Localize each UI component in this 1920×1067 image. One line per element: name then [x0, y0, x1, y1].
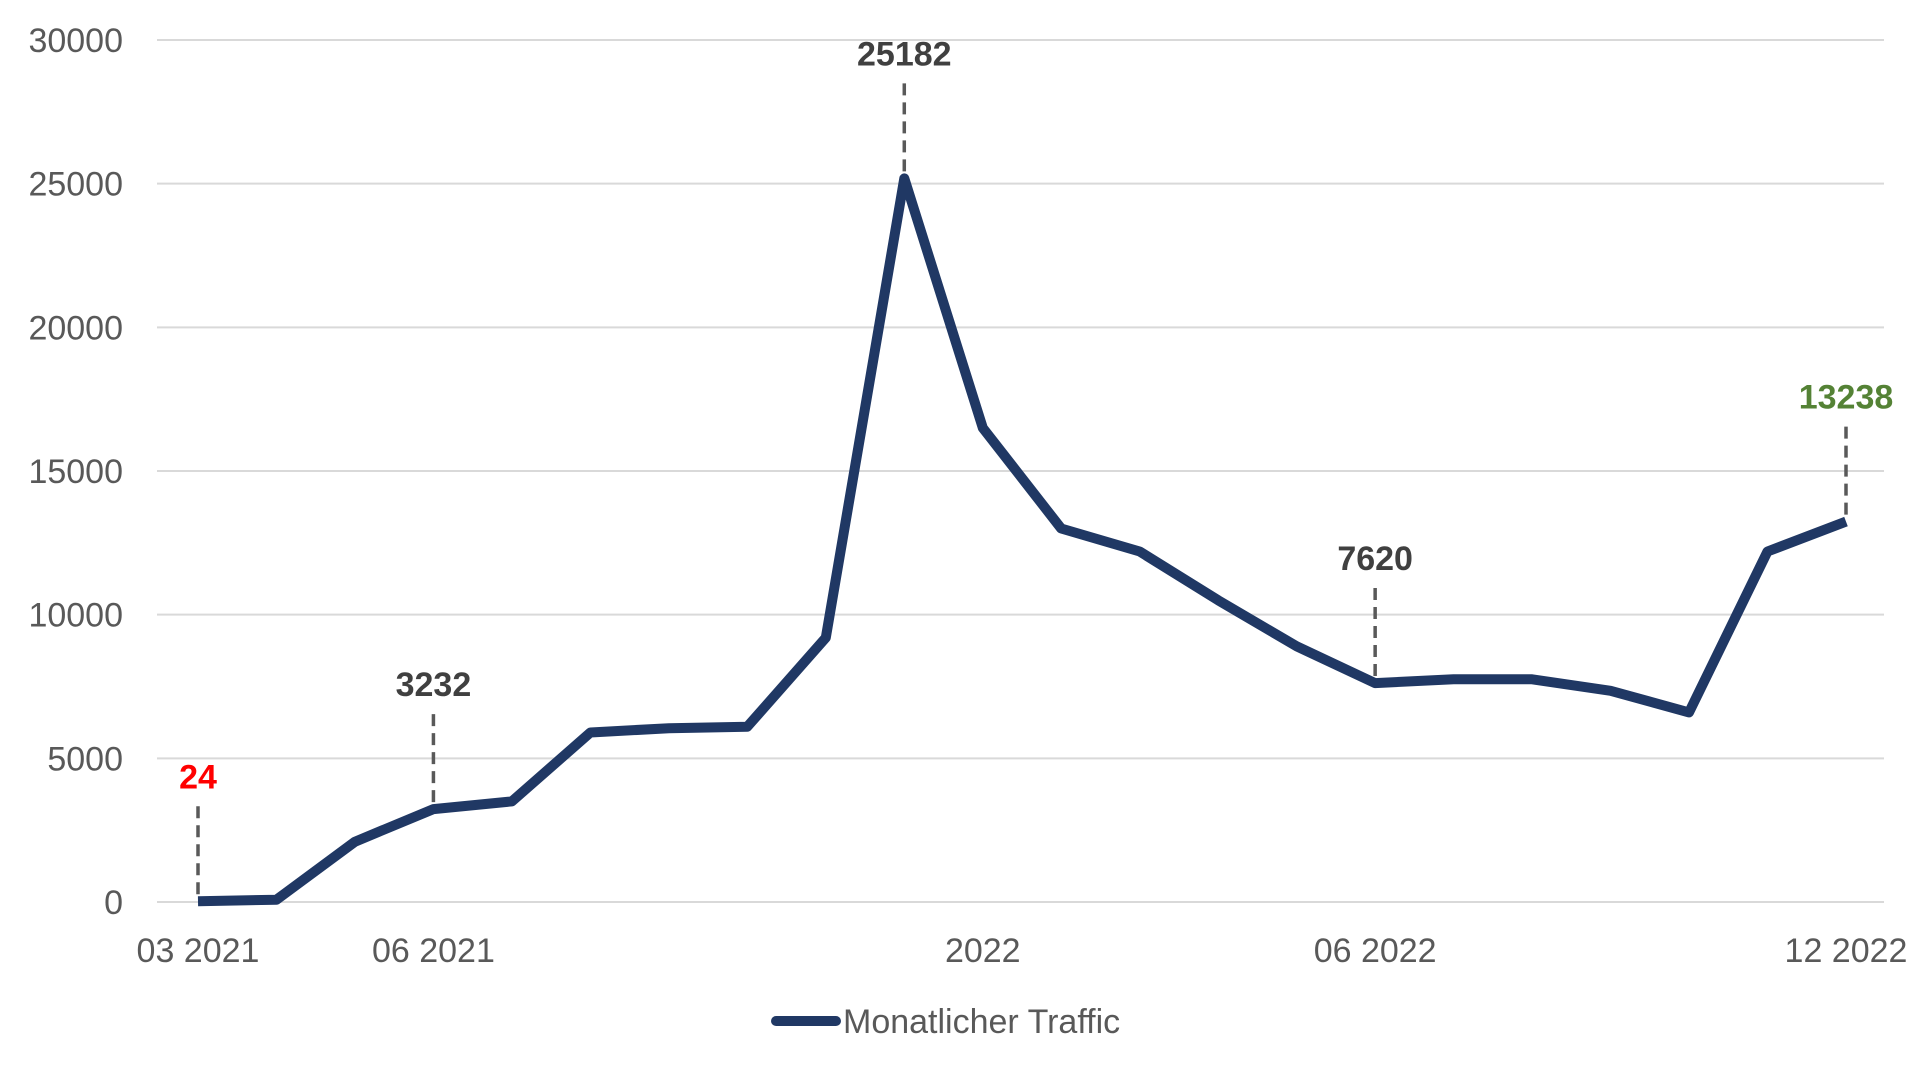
legend-label: Monatlicher Traffic: [843, 1003, 1120, 1041]
data-labels: 24 3232 25182 7620 13238: [179, 35, 1894, 900]
x-tick-label: 06 2021: [372, 932, 495, 970]
x-tick-label: 06 2022: [1314, 932, 1437, 970]
y-tick-label: 25000: [28, 166, 123, 204]
data-label: 24: [179, 758, 217, 796]
data-label: 7620: [1337, 540, 1413, 578]
data-label: 13238: [1799, 379, 1894, 417]
series-line: [197, 173, 1848, 907]
y-tick-label: 10000: [28, 597, 123, 635]
x-tick-label: 2022: [945, 932, 1021, 970]
data-label: 3232: [396, 666, 472, 704]
y-tick-label: 0: [104, 884, 123, 922]
y-axis: 0 5000 10000 15000 20000 25000 30000: [28, 22, 123, 922]
series-layer: [197, 173, 1848, 907]
y-tick-label: 15000: [28, 453, 123, 491]
x-axis: 03 2021 06 2021 2022 06 2022 12 2022: [137, 932, 1908, 970]
gridlines: [157, 39, 1884, 903]
y-tick-label: 20000: [28, 309, 123, 347]
x-tick-label: 12 2022: [1785, 932, 1908, 970]
y-tick-label: 30000: [28, 22, 123, 60]
legend: Monatlicher Traffic: [771, 1003, 1120, 1041]
data-label: 25182: [857, 35, 952, 73]
x-tick-label: 03 2021: [137, 932, 260, 970]
y-tick-label: 5000: [47, 740, 123, 778]
